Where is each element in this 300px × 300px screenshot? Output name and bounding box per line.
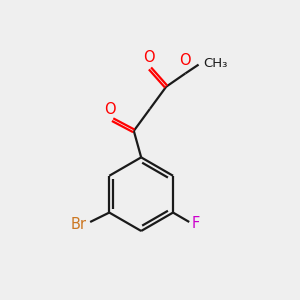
Text: O: O — [104, 102, 116, 117]
Text: F: F — [192, 216, 200, 231]
Text: CH₃: CH₃ — [203, 57, 227, 70]
Text: Br: Br — [70, 217, 87, 232]
Text: O: O — [179, 53, 191, 68]
Text: O: O — [143, 50, 154, 65]
